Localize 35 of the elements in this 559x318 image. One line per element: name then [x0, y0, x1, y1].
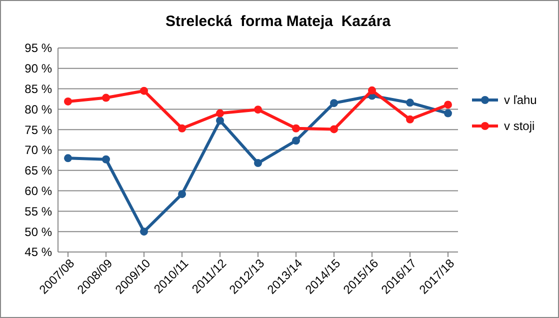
- y-tick-label: 55 %: [24, 204, 52, 218]
- y-tick-label: 65 %: [24, 164, 52, 178]
- point: [254, 159, 262, 168]
- point: [102, 94, 110, 102]
- point: [102, 155, 110, 164]
- point: [64, 97, 72, 106]
- point: [64, 154, 72, 162]
- point: [330, 99, 338, 108]
- point: [216, 116, 224, 125]
- point: [368, 86, 376, 94]
- point: [406, 115, 414, 124]
- y-tick-label: 50 %: [24, 224, 52, 239]
- y-tick-label: 45 %: [24, 245, 52, 260]
- y-tick-label: 80 %: [24, 102, 52, 116]
- y-tick-label: 70 %: [24, 143, 52, 158]
- y-tick-label: 60 %: [24, 184, 52, 198]
- point: [140, 228, 148, 236]
- y-tick-label: 90 %: [24, 62, 52, 76]
- point: [216, 109, 224, 118]
- point: [140, 86, 148, 95]
- point: [178, 124, 186, 132]
- point: [292, 136, 300, 145]
- y-tick-label: 75 %: [24, 122, 52, 137]
- chart-title: Strelecká forma Mateja Kazára: [165, 13, 392, 30]
- point: [330, 125, 338, 134]
- point: [444, 100, 452, 109]
- y-tick-label: 95 %: [24, 41, 52, 56]
- point: [178, 190, 186, 198]
- legend-label: v ľahu: [504, 93, 537, 108]
- point: [406, 98, 414, 107]
- y-tick-label: 85 %: [24, 82, 52, 96]
- point: [254, 106, 262, 114]
- point: [444, 109, 452, 118]
- point: [292, 124, 300, 132]
- legend-label: v stoji: [504, 119, 535, 134]
